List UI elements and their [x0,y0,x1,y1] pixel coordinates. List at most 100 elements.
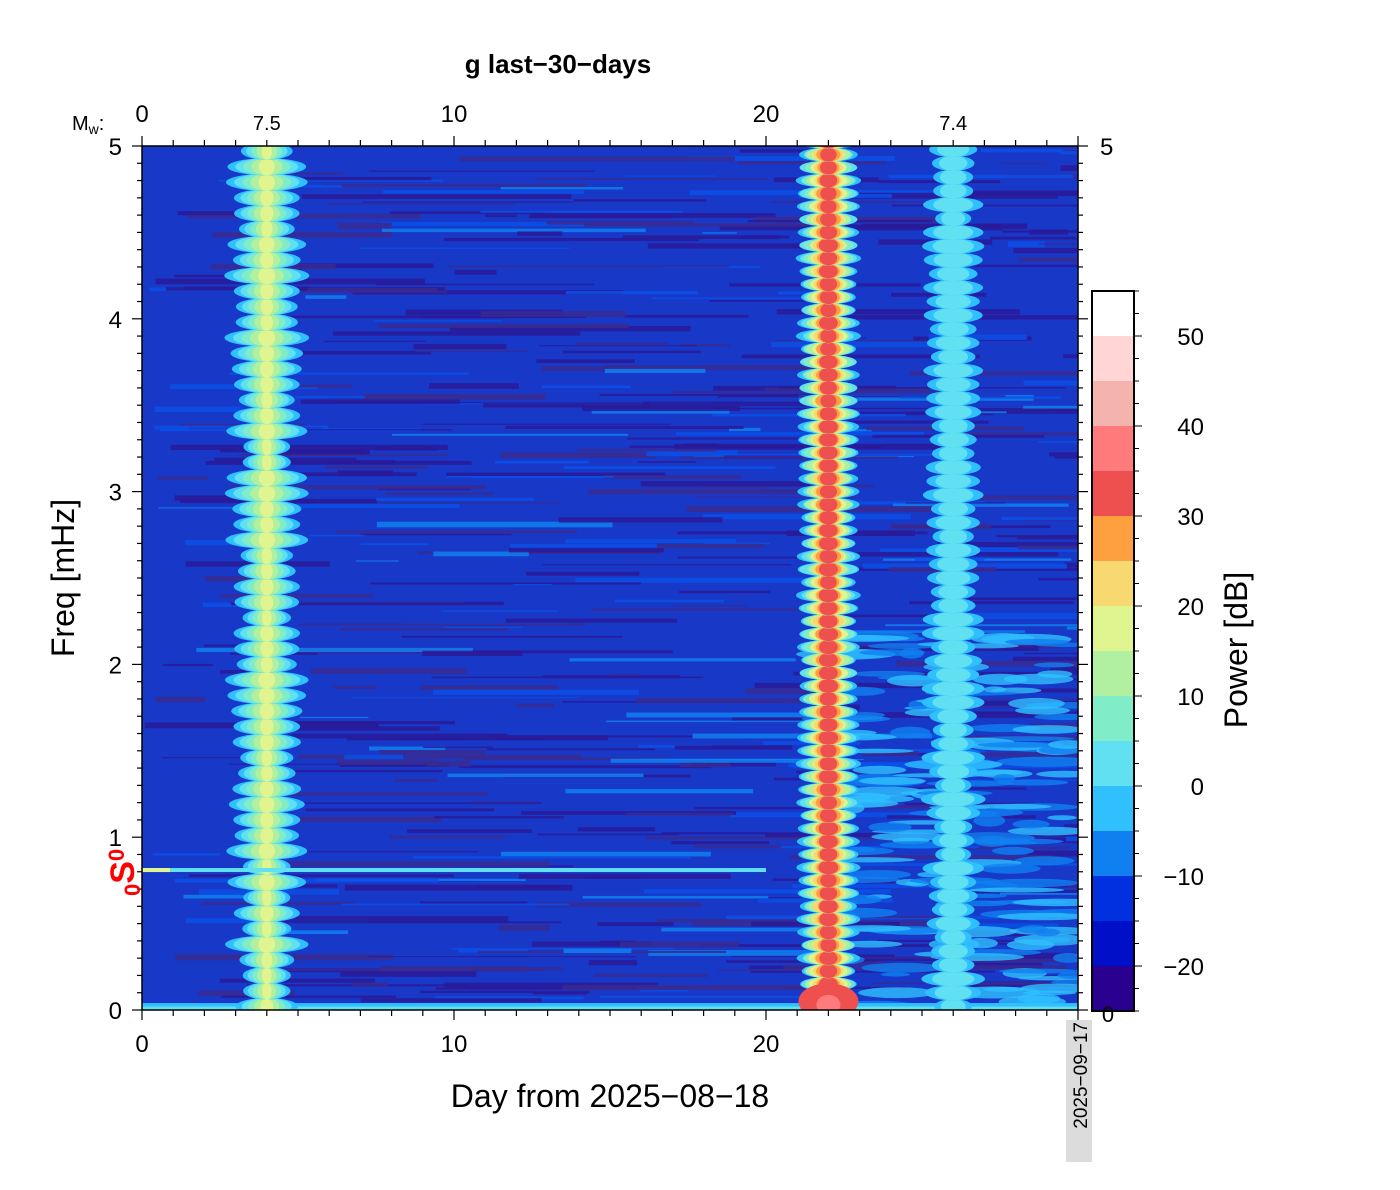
spectrogram-streak [299,623,586,626]
spectrogram-streak [339,628,509,631]
spectrogram-streak [434,996,584,1000]
spectrogram-streak [336,759,438,766]
strong-band-blob [818,679,839,693]
spectrogram-streak [389,446,428,448]
event-band-blob [261,220,273,238]
spectrogram-streak [299,716,369,719]
spectrogram-patch [846,869,911,880]
strong-band-blob [819,406,837,421]
spectrogram-streak [717,395,1006,398]
event-band-blob [942,694,964,711]
spectrogram-streak [525,571,640,576]
event-band-blob [945,349,961,365]
event-band-blob [258,842,275,860]
spectrogram-streak [297,176,432,181]
spectrogram-streak [702,232,737,234]
spectrogram-streak [728,427,761,432]
event-band-blob [258,671,276,689]
colorbar-tick-label: 50 [1177,324,1204,351]
event-band-blob [945,584,961,600]
spectrogram-streak [1038,577,1078,581]
mode-line [142,868,766,873]
event-band-blob [258,173,275,191]
spectrogram-streak [350,697,579,699]
spectrogram-streak [369,746,446,751]
top-axis-label: Mw: [72,113,104,137]
colorbar-segment [1092,876,1134,921]
event-band-blob [944,915,963,932]
spectrogram-streak [541,366,640,371]
spectrogram-streak [337,222,392,229]
event-band-blob [260,640,274,658]
spectrogram-streak [603,475,742,479]
spectrogram-streak [177,211,251,216]
spectrogram-patch [871,832,948,841]
x-tick-label: 10 [441,1031,468,1058]
spectrogram-streak [375,283,594,286]
spectrogram-streak [219,978,376,983]
spectrogram-streak [619,941,739,948]
strong-band-blob [819,471,837,486]
mw-label: M [72,113,89,135]
spectrogram-streak [879,548,1078,553]
spectrogram-patch [997,779,1069,786]
spectrogram-streak [483,402,650,408]
strong-band-blob [819,251,838,266]
mode-pre-sub: 0 [120,884,145,896]
strong-band-blob [819,847,838,862]
spectrogram-streak [228,372,469,375]
spectrogram-patch [1033,662,1075,668]
spectrogram-streak [788,762,948,768]
colorbar-tick-label: 20 [1177,594,1204,621]
spectrogram-streak [500,187,624,190]
event-band-blob [945,763,962,780]
event-band-blob [943,985,963,1001]
mode-line-start [142,868,170,873]
spectrogram-patch [852,765,907,775]
colorbar-tick-label: 30 [1177,504,1204,531]
event-band-blob [261,966,272,984]
event-band-blob [260,997,274,1010]
colorbar-segment [1092,741,1134,786]
event-band-blob [258,484,276,502]
spectrogram-streak [679,762,731,768]
spectrogram-streak [179,499,317,504]
mode-marker-label: 0S0 [104,849,145,896]
spectrogram-streak [163,663,214,667]
strong-band-blob [819,510,838,525]
event-band-blob [943,404,963,420]
spectrogram-streak [291,733,508,739]
spectrogram-streak [247,384,352,388]
spectrogram-streak [410,650,673,654]
spectrogram-streak [588,959,638,966]
spectrogram-streak [305,808,495,812]
spectrogram-streak [640,481,830,487]
spectrogram-streak [486,748,655,751]
colorbar-tick-label: −20 [1163,954,1204,981]
top-tick-label: 0 [135,101,148,128]
strong-band-blob [819,653,838,668]
spectrogram-streak [674,443,947,450]
event-band-blob [942,238,964,254]
strong-band-blob [818,730,839,745]
spectrogram-streak [546,221,695,225]
strong-band-blob [820,575,837,590]
strong-band-blob [819,782,838,797]
spectrogram-streak [359,247,570,249]
spectrogram-streak [815,192,1058,199]
spectrogram-streak [340,971,477,977]
event-band-blob [258,329,276,347]
strong-band-blob [819,497,838,512]
strong-band-blob [818,640,838,655]
event-band-blob [944,542,963,558]
spectrogram-streak [362,201,574,203]
spectrogram-streak [183,894,251,899]
spectrogram-streak [640,988,689,992]
spectrogram-streak [981,148,1078,153]
spectrogram-streak [717,969,808,971]
spectrogram-streak [355,560,399,562]
spectrogram-streak [677,556,822,559]
spectrogram-streak [498,924,550,931]
spectrogram-streak [457,948,529,953]
event-band-blob [942,750,964,766]
